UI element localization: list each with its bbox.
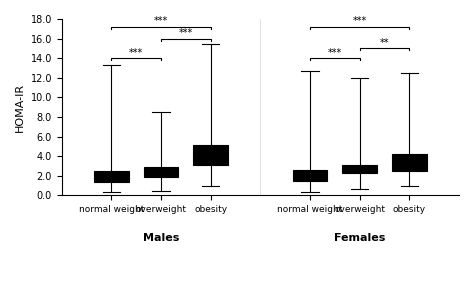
Text: **: ** bbox=[380, 38, 389, 48]
PathPatch shape bbox=[144, 167, 179, 177]
Text: ***: *** bbox=[179, 28, 193, 38]
Text: ***: *** bbox=[154, 16, 168, 26]
PathPatch shape bbox=[193, 146, 228, 165]
Text: ***: *** bbox=[129, 48, 143, 58]
Y-axis label: HOMA-IR: HOMA-IR bbox=[15, 83, 25, 132]
PathPatch shape bbox=[392, 154, 427, 171]
Text: Males: Males bbox=[143, 233, 179, 243]
Text: ***: *** bbox=[328, 48, 342, 58]
PathPatch shape bbox=[342, 165, 377, 173]
Text: Females: Females bbox=[334, 233, 385, 243]
Text: ***: *** bbox=[353, 16, 367, 26]
PathPatch shape bbox=[292, 170, 328, 181]
PathPatch shape bbox=[94, 171, 129, 182]
